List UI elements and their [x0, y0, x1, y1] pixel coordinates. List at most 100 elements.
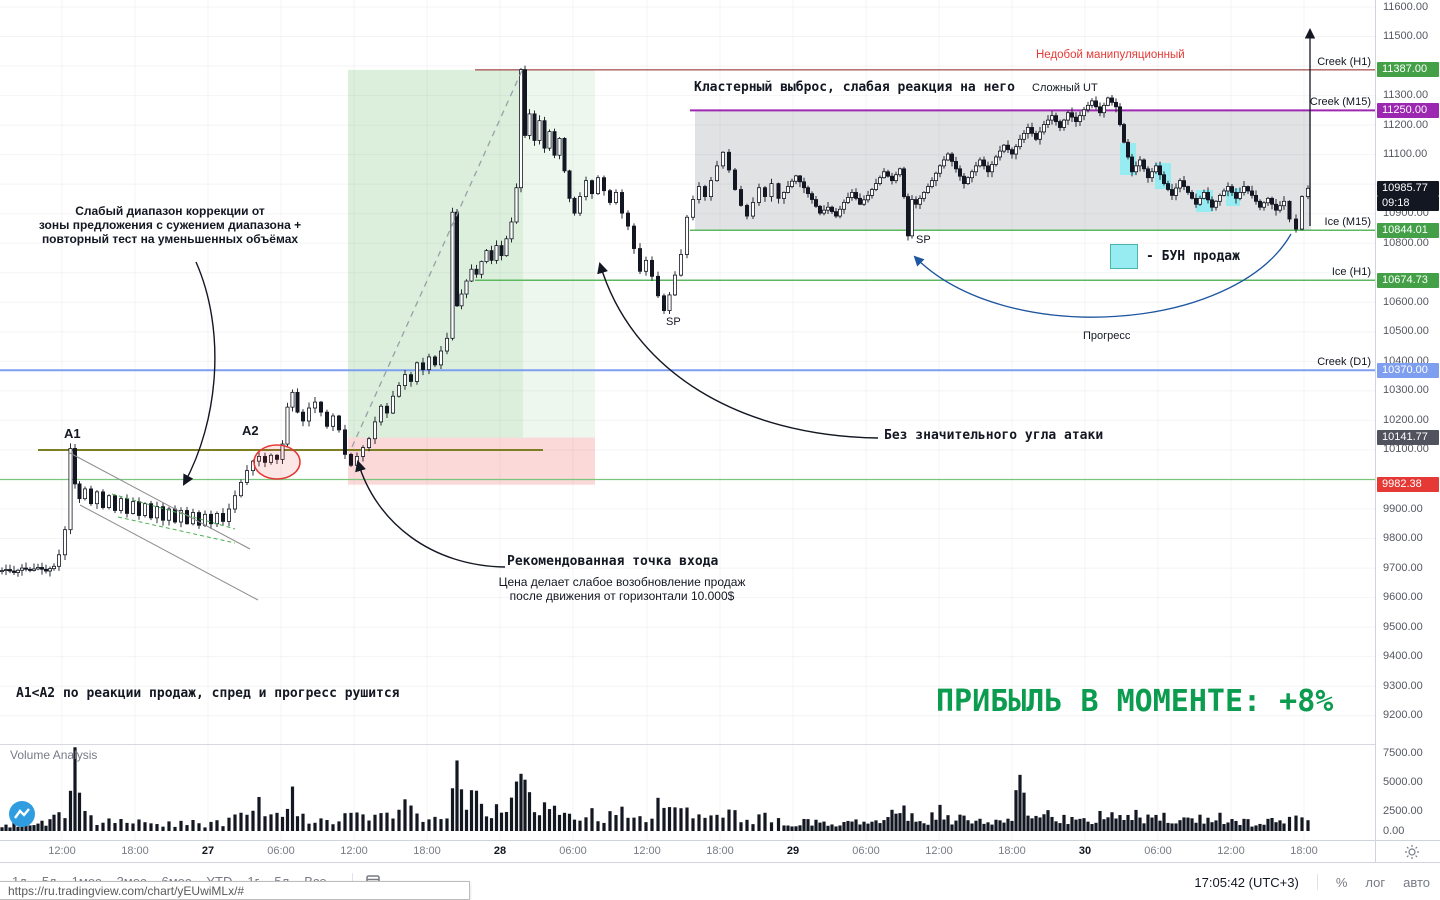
time-axis[interactable]: 12:00 18:00 27 06:00 12:00 18:00 28 06:00 12:00 1…	[0, 840, 1375, 863]
price-label-chip: 10844.01	[1377, 222, 1439, 238]
price-label-chip: 10141.77	[1377, 430, 1439, 446]
sun-theme-icon[interactable]	[1404, 844, 1420, 860]
annotation-entry-body[interactable]: Цена делает слабое возобновление продаж …	[498, 575, 746, 604]
price-label-chip: 11250.00	[1377, 102, 1439, 118]
candles[interactable]	[0, 65, 1311, 577]
bun-legend-swatch[interactable]	[1110, 244, 1138, 269]
clock[interactable]: 17:05:42 (UTC+3)	[1194, 874, 1299, 890]
time-label: 28	[493, 845, 507, 857]
annotation-weak-correction[interactable]: Слабый диапазон коррекции от зоны предло…	[38, 204, 302, 247]
time-label: 12:00	[1217, 845, 1245, 857]
annotation-no-attack-angle[interactable]: Без значительного угла атаки	[884, 428, 1104, 443]
browser-status-url: https://ru.tradingview.com/chart/yEUwiML…	[0, 881, 470, 900]
countdown-chip: 09:18	[1377, 195, 1439, 211]
label-a2[interactable]: A2	[242, 423, 259, 438]
volume-tick: 5000.00	[1383, 775, 1423, 788]
price-tick: 11200.00	[1383, 118, 1429, 131]
level-lines[interactable]	[0, 69, 1375, 481]
time-label: 06:00	[267, 845, 295, 857]
tradingview-logo[interactable]	[8, 800, 36, 828]
volume-pane-canvas[interactable]	[0, 745, 1375, 840]
gridlines	[0, 0, 1375, 745]
price-tick: 9700.00	[1383, 561, 1423, 574]
time-label: 06:00	[852, 845, 880, 857]
volume-tick: 7500.00	[1383, 746, 1423, 759]
time-label: 12:00	[340, 845, 368, 857]
annotation-a1-vs-a2[interactable]: A1<A2 по реакции продаж, спред и прогрес…	[16, 686, 400, 701]
main-chart-canvas[interactable]	[0, 0, 1375, 745]
price-label-chip: 11387.00	[1377, 62, 1439, 78]
level-name-label[interactable]: Creek (H1)	[1317, 55, 1371, 68]
chart-pane[interactable]: Слабый диапазон коррекции от зоны предло…	[0, 0, 1375, 862]
supply-zone[interactable]	[348, 437, 595, 485]
price-axis[interactable]: 9200.00 9300.00 9400.00 9500.00 9600.00 9700.…	[1375, 0, 1440, 840]
time-label: 30	[1078, 845, 1092, 857]
price-tick: 11600.00	[1383, 0, 1429, 13]
annotation-entry-title[interactable]: Рекомендованная точка входа	[507, 554, 719, 569]
rally-trendline[interactable]	[351, 65, 525, 448]
label-a1[interactable]: A1	[64, 426, 81, 441]
bun-legend-label[interactable]: - БУН продаж	[1146, 249, 1240, 264]
correction-arrow[interactable]	[182, 261, 216, 486]
volume-pane-title: Volume Analysis	[10, 748, 98, 762]
label-progress[interactable]: Прогресс	[1083, 330, 1131, 342]
annotation-cluster-spike[interactable]: Кластерный выброс, слабая реакция на нег…	[694, 80, 1015, 95]
time-label: 27	[201, 845, 215, 857]
time-label: 06:00	[1144, 845, 1172, 857]
chart-drawings[interactable]	[67, 28, 1316, 601]
attack-angle-arrow[interactable]	[597, 261, 879, 439]
channel-lower-line[interactable]	[79, 504, 259, 601]
toolbar-divider	[1316, 874, 1318, 890]
time-label: 18:00	[413, 845, 441, 857]
a2-highlight-circle[interactable]	[253, 444, 301, 480]
percent-scale-toggle[interactable]: %	[1335, 874, 1348, 890]
progress-arc-arrow[interactable]	[913, 233, 1292, 318]
level-name-label[interactable]: Ice (M15)	[1324, 216, 1371, 229]
channel-upper-line[interactable]	[67, 451, 251, 550]
log-scale-toggle[interactable]: лог	[1365, 874, 1386, 890]
time-label: 12:00	[925, 845, 953, 857]
label-sp-2[interactable]: SP	[916, 234, 931, 246]
time-label: 06:00	[559, 845, 587, 857]
price-tick: 9400.00	[1383, 650, 1423, 663]
wedge-lower-line[interactable]	[117, 516, 236, 544]
annotation-profit[interactable]: ПРИБЫЛЬ В МОМЕНТЕ: +8%	[936, 684, 1334, 719]
volume-bars[interactable]	[0, 747, 1310, 831]
toolbar-right: 17:05:42 (UTC+3) % лог авто	[1194, 874, 1430, 890]
time-label: 18:00	[121, 845, 149, 857]
price-tick: 10100.00	[1383, 443, 1429, 456]
level-name-label[interactable]: Creek (D1)	[1317, 356, 1371, 369]
time-label: 18:00	[706, 845, 734, 857]
price-tick: 11500.00	[1383, 30, 1429, 43]
entry-arrow[interactable]	[355, 459, 506, 568]
pane-separator[interactable]	[0, 744, 1375, 745]
level-name-label[interactable]: Creek (M15)	[1309, 96, 1371, 109]
price-tick: 9200.00	[1383, 709, 1423, 722]
time-label: 29	[786, 845, 800, 857]
time-label: 12:00	[48, 845, 76, 857]
time-label: 18:00	[1290, 845, 1318, 857]
annotation-complex-ut[interactable]: Сложный UT	[1032, 82, 1098, 94]
label-sp-1[interactable]: SP	[666, 316, 681, 328]
time-label: 18:00	[998, 845, 1026, 857]
price-label-chip: 10370.00	[1377, 362, 1439, 378]
volume-tick: 0.00	[1383, 824, 1405, 837]
wedge-upper-line[interactable]	[111, 493, 236, 530]
price-label-chip: 10985.77	[1377, 180, 1439, 196]
level-name-label[interactable]: Ice (H1)	[1331, 266, 1371, 279]
price-label-chip: 10674.73	[1377, 272, 1439, 288]
price-tick: 9600.00	[1383, 591, 1423, 604]
price-tick: 10600.00	[1383, 295, 1429, 308]
price-tick: 11300.00	[1383, 89, 1429, 102]
volume-tick: 2500.00	[1383, 804, 1423, 817]
price-tick: 9500.00	[1383, 620, 1423, 633]
rally-zone[interactable]	[348, 69, 523, 438]
zones[interactable]	[348, 69, 1311, 485]
axis-corner	[1375, 840, 1440, 863]
price-tick: 10200.00	[1383, 413, 1429, 426]
price-tick: 9900.00	[1383, 502, 1423, 515]
auto-scale-toggle[interactable]: авто	[1403, 874, 1430, 890]
annotation-manipulation[interactable]: Недобой манипуляционный	[1036, 49, 1185, 61]
trading-range-box[interactable]	[695, 110, 1311, 231]
